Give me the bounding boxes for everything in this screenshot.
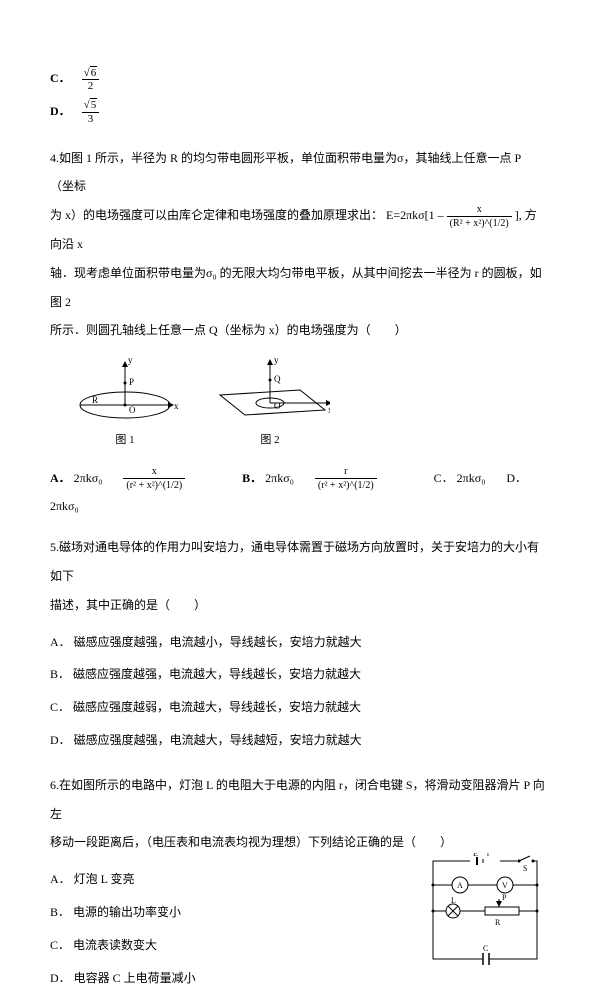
svg-text:O: O (129, 405, 136, 415)
q4-formula-fraction: x (R² + x²)^(1/2) (447, 203, 512, 230)
option-d-fraction: 5 3 (82, 99, 100, 124)
svg-text:x: x (328, 405, 330, 415)
figure-2: y x Q O 图 2 (210, 355, 330, 453)
svg-text:P: P (129, 377, 134, 387)
svg-text:S: S (523, 864, 527, 873)
question-6: 6.在如图所示的电路中，灯泡 L 的电阻大于电源的内阻 r，闭合电键 S，将滑动… (50, 771, 545, 857)
q5-option-a: A． 磁感应强度越强，电流越小，导线越长，安培力就越大 (50, 628, 545, 657)
figure-1: y x P O R 图 1 (70, 355, 180, 453)
q4-line4: 所示．则圆孔轴线上任意一点 Q（坐标为 x）的电场强度为（ ） (50, 316, 545, 345)
svg-text:y: y (128, 355, 133, 365)
svg-text:E: E (473, 853, 478, 858)
option-d: D． 5 3 (50, 97, 545, 126)
figure-1-caption: 图 1 (70, 427, 180, 453)
svg-text:r: r (487, 853, 490, 858)
option-c: C． 6 2 (50, 64, 545, 93)
q4-option-b: B． 2πkσ₀ r (r² + x²)^(1/2) (242, 471, 416, 485)
q5-option-c: C． 磁感应强度越弱，电流越大，导线越长，安培力就越大 (50, 693, 545, 722)
svg-text:O: O (274, 401, 281, 411)
q4-line1: 4.如图 1 所示，半径为 R 的均匀带电圆形平板，单位面积带电量为σ，其轴线上… (50, 144, 545, 202)
svg-text:P: P (502, 893, 507, 902)
figure-2-svg: y x Q O (210, 355, 330, 425)
q4-option-a: A． 2πkσ₀ x (r² + x²)^(1/2) (50, 471, 224, 485)
q6-line2: 移动一段距离后，（电压表和电流表均视为理想）下列结论正确的是（ ） E r (50, 828, 545, 857)
option-d-label: D． (50, 104, 71, 118)
figure-1-svg: y x P O R (70, 355, 180, 425)
question-4: 4.如图 1 所示，半径为 R 的均匀带电圆形平板，单位面积带电量为σ，其轴线上… (50, 144, 545, 346)
option-c-fraction: 6 2 (82, 67, 100, 92)
q4-options: A． 2πkσ₀ x (r² + x²)^(1/2) B． 2πkσ₀ r (r… (50, 464, 545, 522)
svg-text:x: x (174, 401, 179, 411)
q4-line3: 轴．现考虑单位面积带电量为σ₀ 的无限大均匀带电平板，从其中间挖去一半径为 r … (50, 259, 545, 317)
svg-text:R: R (92, 395, 98, 405)
svg-text:C: C (483, 944, 488, 953)
q5-line1: 5.磁场对通电导体的作用力叫安培力，通电导体需置于磁场方向放置时，关于安培力的大… (50, 533, 545, 591)
option-c-label: C． (50, 71, 71, 85)
q4-line2: 为 x）的电场强度可以由库仑定律和电场强度的叠加原理求出： E=2πkσ[1 –… (50, 201, 545, 259)
q4-option-c: C． 2πkσ₀ (434, 471, 486, 485)
svg-text:Q: Q (274, 374, 281, 384)
svg-text:L: L (451, 896, 456, 905)
svg-text:V: V (502, 881, 508, 890)
svg-text:y: y (274, 355, 279, 365)
q6-circuit-figure: E r S A V (425, 853, 545, 968)
q5-option-b: B． 磁感应强度越强，电流越大，导线越长，安培力就越大 (50, 660, 545, 689)
q4-figures: y x P O R 图 1 y x Q O 图 2 (70, 355, 545, 453)
svg-text:A: A (457, 881, 463, 890)
svg-text:R: R (495, 918, 501, 927)
q5-option-d: D． 磁感应强度越强，电流越大，导线越短，安培力就越大 (50, 726, 545, 755)
q5-line2: 描述，其中正确的是（ ） (50, 591, 545, 620)
q6-line1: 6.在如图所示的电路中，灯泡 L 的电阻大于电源的内阻 r，闭合电键 S，将滑动… (50, 771, 545, 829)
figure-2-caption: 图 2 (210, 427, 330, 453)
question-5: 5.磁场对通电导体的作用力叫安培力，通电导体需置于磁场方向放置时，关于安培力的大… (50, 533, 545, 619)
